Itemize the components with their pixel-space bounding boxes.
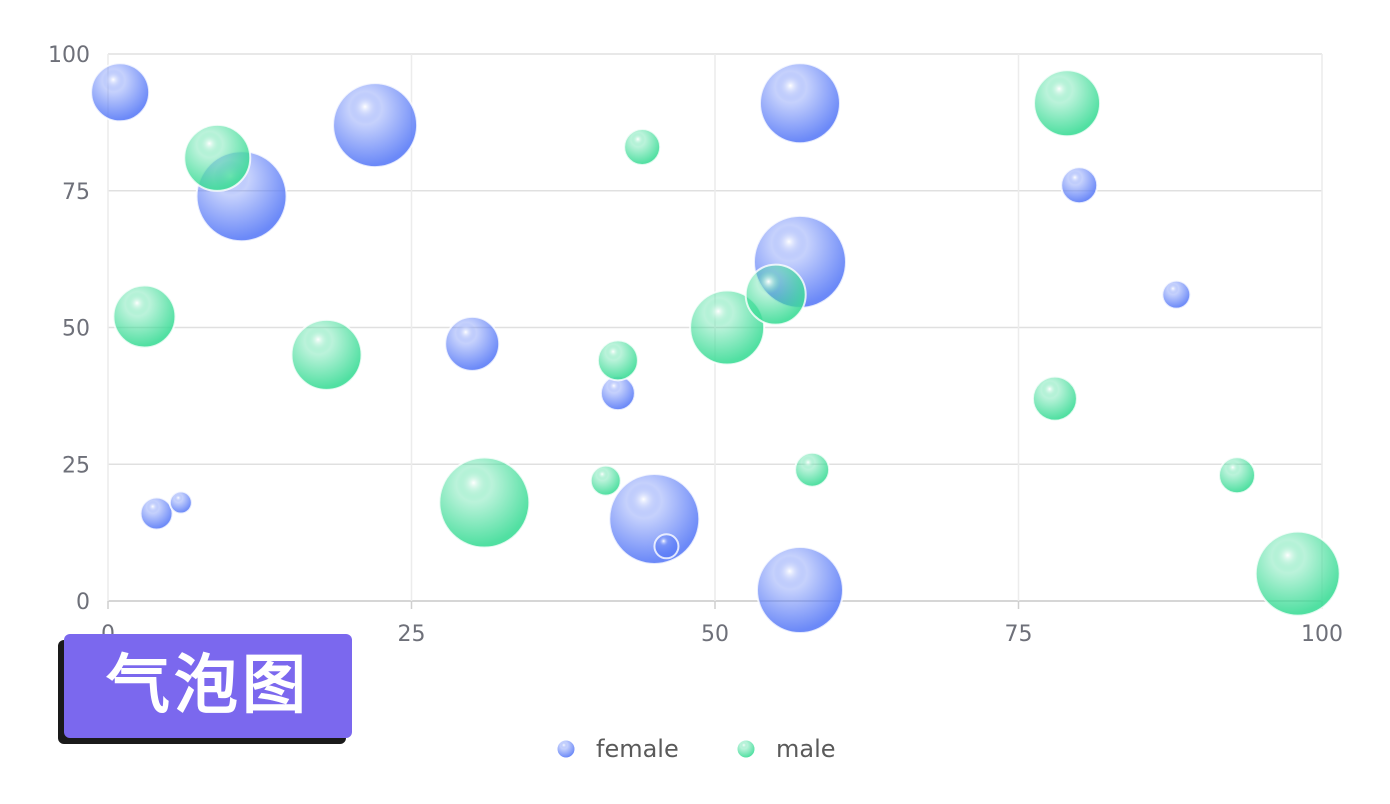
male-bubble[interactable] [623,127,662,166]
y-tick-label: 50 [62,317,90,342]
male-bubble[interactable] [438,456,531,549]
female-bubble[interactable] [1060,166,1099,205]
male-bubble[interactable] [1033,69,1102,138]
female-bubble[interactable] [444,315,501,372]
y-tick-label: 75 [62,180,90,205]
male-bubble[interactable] [1254,530,1341,617]
x-tick-label: 100 [1301,622,1343,647]
male-bubble[interactable] [290,318,363,391]
bubble-layer [90,62,1341,635]
axis-layer: 02550751000255075100 [48,43,1343,647]
legend[interactable]: female male [556,735,836,763]
legend-label: female [596,735,679,763]
female-bubble[interactable] [139,496,174,531]
male-bubble[interactable] [744,263,807,326]
male-bubble[interactable] [596,339,639,382]
female-bubble[interactable] [168,490,193,515]
y-tick-label: 25 [62,453,90,478]
male-bubble[interactable] [1031,375,1078,422]
legend-marker [556,739,576,759]
legend-item-male[interactable]: male [736,735,836,763]
male-bubble[interactable] [589,464,622,497]
male-bubble[interactable] [112,284,177,349]
female-bubble[interactable] [90,62,151,123]
y-tick-label: 100 [48,43,90,68]
male-bubble[interactable] [689,289,766,366]
x-tick-label: 75 [1005,622,1033,647]
female-bubble[interactable] [653,533,680,560]
male-bubble[interactable] [794,451,831,488]
male-bubble[interactable] [183,123,252,192]
legend-marker [736,739,756,759]
chart-badge: 气泡图 [64,634,352,738]
x-tick-label: 50 [701,622,729,647]
legend-label: male [776,735,836,763]
legend-item-female[interactable]: female [556,735,679,763]
male-bubble[interactable] [1218,456,1257,495]
x-tick-label: 25 [398,622,426,647]
female-bubble[interactable] [1161,279,1192,310]
female-bubble[interactable] [755,546,844,635]
female-bubble[interactable] [332,82,419,169]
female-bubble[interactable] [758,62,841,145]
y-tick-label: 0 [76,590,90,615]
